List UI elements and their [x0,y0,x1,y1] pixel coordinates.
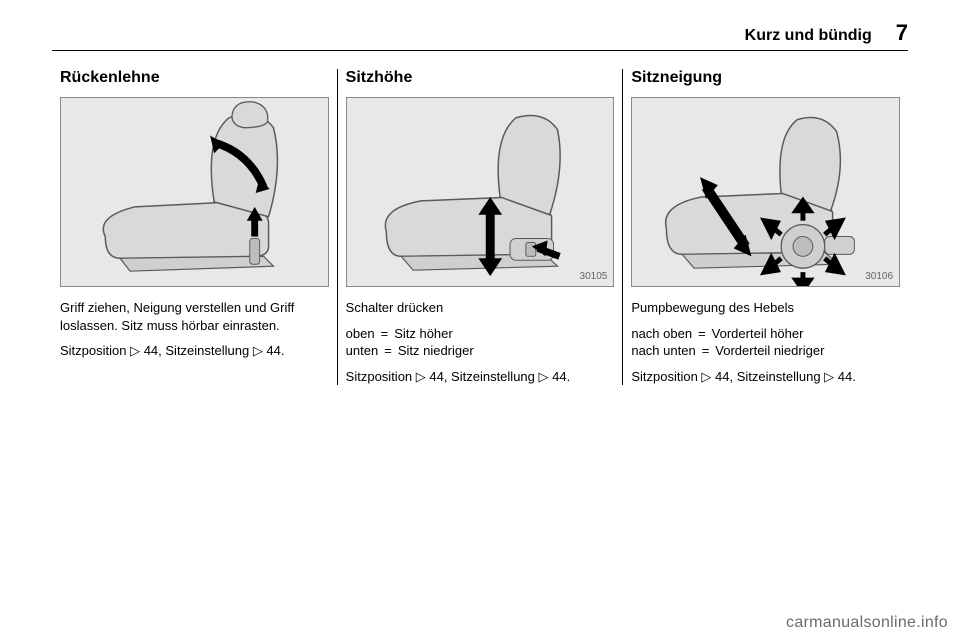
seat-illustration-icon [347,98,614,286]
watermark-text: carmanualsonline.info [786,614,948,632]
paragraph: Pumpbewegung des Hebels [631,299,900,317]
figure-sitzhoehe: 30105 [346,97,615,287]
section-title: Sitzhöhe [346,69,615,87]
column-sitzhoehe: Sitzhöhe 3010 [337,69,623,385]
definition-key: unten [346,342,379,360]
page: Kurz und bündig 7 Rückenlehne [0,0,960,642]
page-header: Kurz und bündig 7 [52,20,908,51]
definition-row: nach unten = Vorderteil niedriger [631,342,900,360]
column-rueckenlehne: Rückenlehne [52,69,337,385]
definition-value: Vorderteil niedriger [715,342,824,360]
seat-illustration-icon [61,98,328,286]
equals-sign: = [375,325,395,343]
definition-key: oben [346,325,375,343]
definition-list: oben = Sitz höher unten = Sitz niedriger [346,325,615,360]
figure-rueckenlehne [60,97,329,287]
page-number: 7 [896,20,908,46]
definition-row: oben = Sitz höher [346,325,615,343]
figure-sitzneigung: 30106 [631,97,900,287]
equals-sign: = [696,342,716,360]
paragraph: Griff ziehen, Neigung verstellen und Gri… [60,299,329,334]
column-sitzneigung: Sitzneigung [622,69,908,385]
definition-value: Vorderteil höher [712,325,804,343]
definition-key: nach unten [631,342,695,360]
definition-value: Sitz höher [394,325,453,343]
definition-row: unten = Sitz niedriger [346,342,615,360]
section-title: Rückenlehne [60,69,329,87]
definition-key: nach oben [631,325,692,343]
paragraph: Schalter drücken [346,299,615,317]
chapter-title: Kurz und bündig [745,27,872,45]
figure-label: 30106 [865,271,893,282]
cross-reference: Sitzposition ▷ 44, Sitzeinstellung ▷ 44. [346,368,615,386]
definition-list: nach oben = Vorderteil höher nach unten … [631,325,900,360]
definition-value: Sitz niedriger [398,342,474,360]
equals-sign: = [692,325,712,343]
cross-reference: Sitzposition ▷ 44, Sitzeinstellung ▷ 44. [631,368,900,386]
seat-illustration-icon [632,98,899,286]
equals-sign: = [378,342,398,360]
definition-row: nach oben = Vorderteil höher [631,325,900,343]
cross-reference: Sitzposition ▷ 44, Sitzeinstellung ▷ 44. [60,342,329,360]
content-columns: Rückenlehne [52,69,908,385]
section-title: Sitzneigung [631,69,900,87]
figure-label: 30105 [580,271,608,282]
